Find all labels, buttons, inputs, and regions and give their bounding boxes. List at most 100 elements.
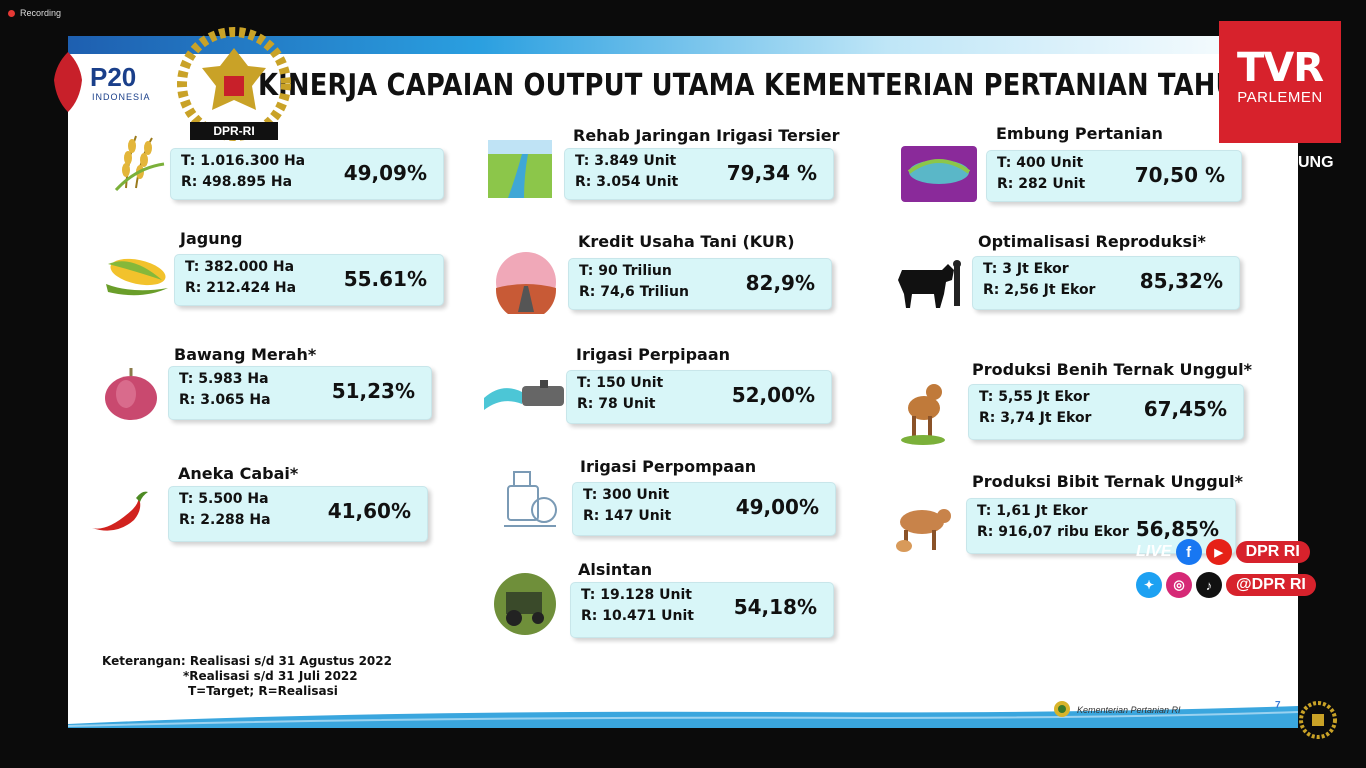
rehab-label: Rehab Jaringan Irigasi Tersier <box>573 126 840 145</box>
dpr-logo-text: DPR-RI <box>213 124 254 138</box>
dpr-corner-emblem-icon <box>1298 700 1338 747</box>
water-pipe-icon <box>482 376 566 421</box>
onion-icon <box>102 366 160 427</box>
cabai-realisasi: R: 2.288 Ha <box>179 512 271 528</box>
reproduksi-label: Optimalisasi Reproduksi* <box>978 232 1206 251</box>
social-name: DPR RI <box>1235 541 1310 563</box>
perpipaan-percent: 52,00% <box>731 383 815 407</box>
reproduksi-target: T: 3 Jt Ekor <box>983 261 1069 277</box>
perpompaan-label: Irigasi Perpompaan <box>580 457 757 476</box>
rehab-realisasi: R: 3.054 Unit <box>575 174 679 190</box>
jagung-box: T: 382.000 Ha R: 212.424 Ha 55.61% <box>174 254 444 306</box>
embung-label: Embung Pertanian <box>996 124 1163 143</box>
p20-subtext: INDONESIA <box>92 92 151 102</box>
perpipaan-label: Irigasi Perpipaan <box>576 345 730 364</box>
bawang-percent: 51,23% <box>331 379 415 403</box>
notes: Keterangan: Realisasi s/d 31 Agustus 202… <box>102 654 392 699</box>
social-bar-handles: ✦ ◎ ♪ @DPR RI <box>1136 572 1316 598</box>
perpompaan-realisasi: R: 147 Unit <box>583 508 672 524</box>
slide-top-band <box>68 36 1298 54</box>
cabai-box: T: 5.500 Ha R: 2.288 Ha 41,60% <box>168 486 428 542</box>
rice-icon <box>106 128 170 197</box>
alsintan-realisasi: R: 10.471 Unit <box>581 608 694 624</box>
benih-target: T: 5,55 Jt Ekor <box>979 389 1090 405</box>
alsintan-percent: 54,18% <box>733 595 817 619</box>
perpipaan-box: T: 150 Unit R: 78 Unit 52,00% <box>566 370 832 424</box>
bibit-label: Produksi Bibit Ternak Unggul* <box>972 472 1243 491</box>
chili-icon <box>88 488 150 541</box>
live-label: LIVE <box>1136 543 1172 560</box>
bawang-realisasi: R: 3.065 Ha <box>179 392 271 408</box>
benih-realisasi: R: 3,74 Jt Ekor <box>979 410 1092 426</box>
tractor-field-icon <box>492 572 558 641</box>
alsintan-label: Alsintan <box>578 560 653 579</box>
twitter-icon: ✦ <box>1136 572 1162 598</box>
perpipaan-realisasi: R: 78 Unit <box>577 396 656 412</box>
rehab-box: T: 3.849 Unit R: 3.054 Unit 79,34 % <box>564 148 834 200</box>
facebook-icon: f <box>1175 539 1202 565</box>
cabai-label: Aneka Cabai* <box>178 464 299 483</box>
perpompaan-percent: 49,00% <box>735 495 819 519</box>
p20-text: P20 <box>90 62 136 92</box>
reproduksi-realisasi: R: 2,56 Jt Ekor <box>983 282 1096 298</box>
padi-realisasi: R: 498.895 Ha <box>181 174 293 190</box>
padi-target: T: 1.016.300 Ha <box>181 153 306 169</box>
perpipaan-target: T: 150 Unit <box>577 375 664 391</box>
water-pump-icon <box>500 464 560 539</box>
benih-label: Produksi Benih Ternak Unggul* <box>972 360 1253 379</box>
embung-realisasi: R: 282 Unit <box>997 176 1086 192</box>
embung-percent: 70,50 % <box>1134 163 1225 187</box>
alsintan-box: T: 19.128 Unit R: 10.471 Unit 54,18% <box>570 582 834 638</box>
kur-realisasi: R: 74,6 Triliun <box>579 284 689 300</box>
irrigation-channel-icon <box>488 140 552 203</box>
cabai-percent: 41,60% <box>327 499 411 523</box>
jagung-percent: 55.61% <box>343 267 427 291</box>
p20-logo: P20 INDONESIA <box>46 50 170 119</box>
kur-label: Kredit Usaha Tani (KUR) <box>578 232 795 251</box>
bibit-target: T: 1,61 Jt Ekor <box>977 503 1088 519</box>
tvr-logo-text: TVR <box>1236 45 1324 91</box>
cattle-icon <box>892 502 952 561</box>
footer-wave <box>68 706 1298 728</box>
padi-percent: 49,09% <box>343 161 427 185</box>
bawang-label: Bawang Merah* <box>174 345 317 364</box>
jagung-label: Jagung <box>180 229 243 248</box>
youtube-icon: ▶ <box>1205 539 1232 565</box>
perpompaan-target: T: 300 Unit <box>583 487 670 503</box>
instagram-icon: ◎ <box>1166 572 1192 598</box>
bibit-percent: 56,85% <box>1135 517 1219 541</box>
kur-target: T: 90 Triliun <box>579 263 672 279</box>
tiktok-icon: ♪ <box>1196 572 1222 598</box>
jagung-target: T: 382.000 Ha <box>185 259 295 275</box>
recording-label: Recording <box>20 8 62 18</box>
benih-percent: 67,45% <box>1143 397 1227 421</box>
embung-target: T: 400 Unit <box>997 155 1084 171</box>
page-number: 7 <box>1275 700 1281 711</box>
record-dot-icon <box>8 9 15 17</box>
cow-icon <box>894 260 966 315</box>
kur-box: T: 90 Triliun R: 74,6 Triliun 82,9% <box>568 258 832 310</box>
kementan-logo-icon <box>1053 700 1071 720</box>
ticker-fragment: UNG <box>1298 154 1334 171</box>
perpompaan-box: T: 300 Unit R: 147 Unit 49,00% <box>572 482 836 536</box>
alsintan-target: T: 19.128 Unit <box>581 587 692 603</box>
kementan-label: Kementerian Pertanian RI <box>1077 705 1181 715</box>
benih-box: T: 5,55 Jt Ekor R: 3,74 Jt Ekor 67,45% <box>968 384 1244 440</box>
bawang-box: T: 5.983 Ha R: 3.065 Ha 51,23% <box>168 366 432 420</box>
reproduksi-box: T: 3 Jt Ekor R: 2,56 Jt Ekor 85,32% <box>972 256 1240 310</box>
notes-line-2: *Realisasi s/d 31 Juli 2022 <box>183 669 358 683</box>
dpr-logo: DPR-RI <box>170 26 298 155</box>
notes-line-3: T=Target; R=Realisasi <box>188 684 338 698</box>
social-bar-live: LIVE f ▶ DPR RI <box>1136 539 1310 565</box>
kur-percent: 82,9% <box>745 271 815 295</box>
social-handle: @DPR RI <box>1226 574 1316 596</box>
recording-indicator: Recording <box>8 8 61 18</box>
tvr-logo-subtext: PARLEMEN <box>1237 89 1323 106</box>
calf-icon <box>898 378 948 451</box>
tvr-parlemen-logo: TVR PARLEMEN <box>1219 21 1341 143</box>
rehab-percent: 79,34 % <box>726 161 817 185</box>
bibit-realisasi: R: 916,07 ribu Ekor <box>977 524 1129 540</box>
road-icon <box>494 250 558 320</box>
rehab-target: T: 3.849 Unit <box>575 153 677 169</box>
jagung-realisasi: R: 212.424 Ha <box>185 280 297 296</box>
